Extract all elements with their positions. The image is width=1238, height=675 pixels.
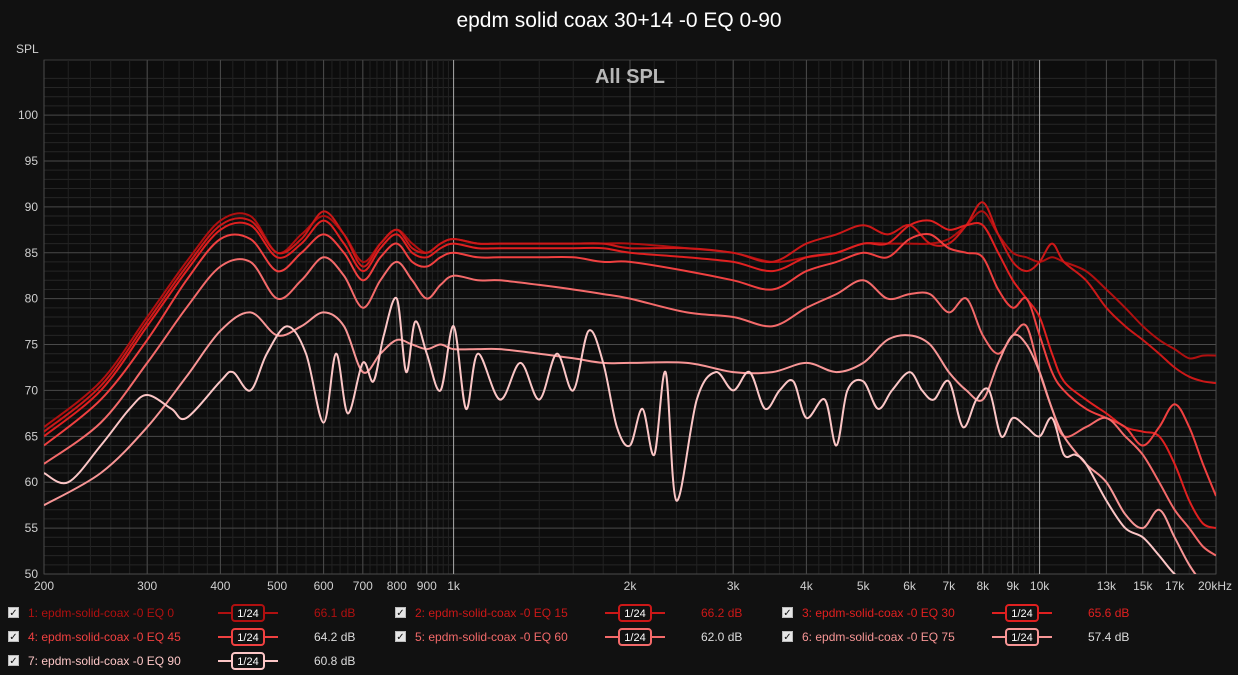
legend-smoothing-badge[interactable]: 1/24 bbox=[605, 603, 665, 623]
x-tick-label: 600 bbox=[314, 579, 334, 593]
svg-text:1/24: 1/24 bbox=[624, 608, 645, 620]
x-tick-label: 5k bbox=[857, 579, 871, 593]
x-tick-label: 7k bbox=[942, 579, 956, 593]
legend-series-value: 66.1 dB bbox=[314, 606, 356, 620]
legend-series-name: 4: epdm-solid-coax -0 EQ 45 bbox=[28, 630, 181, 644]
legend-series-name: 6: epdm-solid-coax -0 EQ 75 bbox=[802, 630, 955, 644]
legend-smoothing-badge[interactable]: 1/24 bbox=[992, 603, 1052, 623]
x-tick-label: 4k bbox=[800, 579, 814, 593]
legend-checkbox[interactable]: ✓ bbox=[395, 631, 406, 643]
y-tick-label: 100 bbox=[18, 108, 38, 122]
y-tick-label: 60 bbox=[25, 475, 39, 489]
legend-smoothing-badge[interactable]: 1/24 bbox=[218, 627, 278, 647]
series-line-2 bbox=[44, 201, 1216, 433]
x-tick-label: 900 bbox=[417, 579, 437, 593]
chart-subtitle: All SPL bbox=[595, 66, 665, 88]
y-tick-label: 65 bbox=[25, 429, 39, 443]
legend-checkbox[interactable]: ✓ bbox=[8, 607, 19, 619]
x-tick-label: 8k bbox=[976, 579, 990, 593]
legend-smoothing-badge[interactable]: 1/24 bbox=[605, 627, 665, 647]
legend-series-name: 1: epdm-solid-coax -0 EQ 0 bbox=[28, 606, 175, 620]
y-tick-label: 80 bbox=[25, 292, 39, 306]
svg-text:1/24: 1/24 bbox=[237, 632, 258, 644]
legend-series-value: 62.0 dB bbox=[701, 630, 743, 644]
legend-checkbox[interactable]: ✓ bbox=[8, 655, 19, 667]
legend-checkbox[interactable]: ✓ bbox=[395, 607, 406, 619]
legend-series-value: 64.2 dB bbox=[314, 630, 356, 644]
svg-text:1/24: 1/24 bbox=[1011, 632, 1032, 644]
x-tick-label: 10k bbox=[1030, 579, 1050, 593]
chart-title: epdm solid coax 30+14 -0 EQ 0-90 bbox=[456, 9, 782, 32]
series-line-5 bbox=[44, 256, 1216, 557]
x-tick-label: 6k bbox=[903, 579, 917, 593]
series-line-4 bbox=[44, 232, 1216, 497]
legend-series-value: 57.4 dB bbox=[1088, 630, 1130, 644]
x-tick-label: 700 bbox=[353, 579, 373, 593]
legend-series-name: 7: epdm-solid-coax -0 EQ 90 bbox=[28, 654, 181, 668]
x-tick-label: 9k bbox=[1006, 579, 1020, 593]
legend-smoothing-badge[interactable]: 1/24 bbox=[992, 627, 1052, 647]
x-tick-label: 400 bbox=[210, 579, 230, 593]
x-tick-label: 15k bbox=[1133, 579, 1153, 593]
x-tick-label: 200 bbox=[34, 579, 54, 593]
legend-smoothing-badge[interactable]: 1/24 bbox=[218, 603, 278, 623]
x-tick-label: 20kHz bbox=[1198, 579, 1232, 593]
x-tick-label: 17k bbox=[1165, 579, 1185, 593]
legend-checkbox[interactable]: ✓ bbox=[782, 607, 793, 619]
y-tick-label: 70 bbox=[25, 383, 39, 397]
legend-series-name: 3: epdm-solid-coax -0 EQ 30 bbox=[802, 606, 955, 620]
legend-series-value: 60.8 dB bbox=[314, 654, 356, 668]
x-tick-label: 500 bbox=[267, 579, 287, 593]
legend-smoothing-badge[interactable]: 1/24 bbox=[218, 651, 278, 671]
y-tick-label: 95 bbox=[25, 154, 39, 168]
svg-text:1/24: 1/24 bbox=[1011, 608, 1032, 620]
x-tick-label: 800 bbox=[387, 579, 407, 593]
legend-series-name: 5: epdm-solid-coax -0 EQ 60 bbox=[415, 630, 568, 644]
x-tick-label: 3k bbox=[727, 579, 741, 593]
y-tick-label: 90 bbox=[25, 200, 39, 214]
y-tick-label: 55 bbox=[25, 521, 39, 535]
series-line-7 bbox=[44, 296, 1177, 574]
legend-series-name: 2: epdm-solid-coax -0 EQ 15 bbox=[415, 606, 568, 620]
legend-series-value: 65.6 dB bbox=[1088, 606, 1130, 620]
svg-text:1/24: 1/24 bbox=[237, 608, 258, 620]
x-tick-label: 2k bbox=[624, 579, 638, 593]
legend-checkbox[interactable]: ✓ bbox=[782, 631, 793, 643]
y-tick-label: 75 bbox=[25, 338, 39, 352]
x-tick-label: 1k bbox=[447, 579, 461, 593]
svg-text:1/24: 1/24 bbox=[237, 656, 258, 668]
y-axis-label: SPL bbox=[16, 42, 39, 56]
svg-text:1/24: 1/24 bbox=[624, 632, 645, 644]
series-line-3 bbox=[44, 219, 1216, 530]
y-tick-label: 85 bbox=[25, 246, 39, 260]
legend-series-value: 66.2 dB bbox=[701, 606, 743, 620]
legend-checkbox[interactable]: ✓ bbox=[8, 631, 19, 643]
y-tick-label: 50 bbox=[25, 567, 39, 581]
x-tick-label: 13k bbox=[1097, 579, 1117, 593]
x-tick-label: 300 bbox=[137, 579, 157, 593]
